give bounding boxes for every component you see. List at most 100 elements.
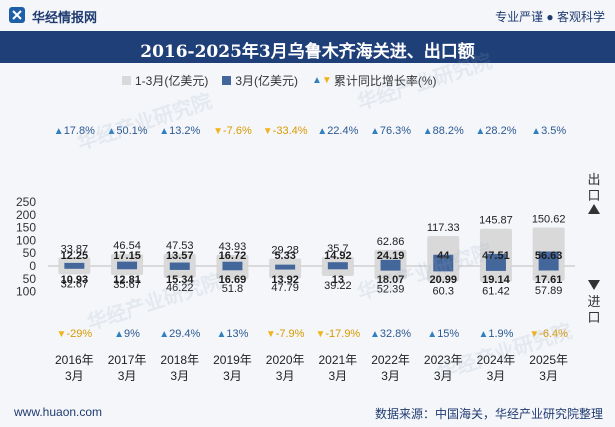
bar-import-march bbox=[538, 266, 559, 271]
export-growth-label: ▲88.2% bbox=[423, 125, 464, 137]
down-triangle-icon: ▼ bbox=[321, 75, 332, 86]
label-export-march: 14.92 bbox=[324, 250, 352, 262]
side-label-export-char: 出 bbox=[587, 172, 600, 187]
x-tick-label-month: 3月 bbox=[65, 369, 84, 383]
label-import-cumulative: 47.79 bbox=[271, 282, 299, 294]
x-tick-label-month: 3月 bbox=[118, 369, 137, 383]
side-label-import-char: 口 bbox=[587, 310, 600, 325]
y-tick-label: 150 bbox=[16, 221, 36, 235]
y-tick-label: 50 bbox=[23, 272, 37, 286]
label-import-march: 13.92 bbox=[271, 274, 299, 286]
chart-title: 2016-2025年3月乌鲁木齐海关进、出口额 bbox=[140, 42, 475, 62]
bar-export-march bbox=[433, 254, 454, 266]
down-triangle-icon: ▼ bbox=[266, 329, 276, 340]
label-export-cumulative: 46.54 bbox=[113, 240, 141, 252]
up-triangle-icon: ▲ bbox=[54, 126, 64, 137]
import-growth-value: 13% bbox=[226, 328, 248, 340]
side-label-import-char: 进 bbox=[587, 294, 600, 309]
data-source: 数据来源：中国海关，华经产业研究院整理 bbox=[374, 407, 603, 421]
bar-import-march bbox=[433, 266, 454, 272]
x-tick-label-year: 2020年 bbox=[266, 353, 305, 367]
label-export-cumulative: 35.7 bbox=[327, 243, 348, 255]
legend-item-march: 3月(亿美元) bbox=[222, 72, 298, 89]
import-growth-value: 32.8% bbox=[380, 328, 411, 340]
label-import-cumulative: 32.67 bbox=[61, 278, 89, 290]
import-growth-label: ▼-7.9% bbox=[266, 328, 305, 340]
up-triangle-icon: ▲ bbox=[370, 329, 380, 340]
label-import-cumulative: 46.22 bbox=[166, 282, 194, 294]
x-tick-label-month: 3月 bbox=[539, 369, 558, 383]
up-triangle-icon: ▲ bbox=[159, 329, 169, 340]
x-tick-label-year: 2022年 bbox=[371, 353, 410, 367]
title-bar bbox=[0, 31, 615, 63]
watermark-text: 华经产业研究院 bbox=[74, 89, 215, 155]
y-tick-label: 0 bbox=[29, 259, 36, 273]
down-triangle-icon: ▼ bbox=[263, 126, 273, 137]
label-import-cumulative: 51.8 bbox=[222, 283, 243, 295]
x-tick-label-year: 2019年 bbox=[213, 353, 252, 367]
label-import-march: 15.34 bbox=[166, 274, 194, 286]
import-growth-label: ▲15% bbox=[427, 328, 459, 340]
x-tick-label-year: 2024年 bbox=[477, 353, 516, 367]
x-tick-label-month: 3月 bbox=[434, 369, 453, 383]
label-import-cumulative: 39.22 bbox=[324, 280, 352, 292]
up-triangle-icon: ▲ bbox=[427, 329, 437, 340]
export-growth-value: 3.5% bbox=[541, 125, 566, 137]
x-tick-label-month: 3月 bbox=[223, 369, 242, 383]
legend-label-growth: 累计同比增长率(%) bbox=[333, 74, 437, 88]
x-tick-label-month: 3月 bbox=[276, 369, 295, 383]
huajing-logo-icon bbox=[9, 7, 25, 23]
down-triangle-icon: ▼ bbox=[529, 329, 539, 340]
legend-label-march: 3月(亿美元) bbox=[235, 74, 299, 88]
up-triangle-icon: ▲ bbox=[423, 126, 433, 137]
label-import-cumulative: 60.3 bbox=[433, 285, 454, 297]
export-growth-label: ▲13.2% bbox=[159, 125, 200, 137]
up-triangle-icon: ▲ bbox=[159, 126, 169, 137]
import-growth-label: ▲9% bbox=[114, 328, 140, 340]
label-export-march: 24.19 bbox=[377, 250, 405, 262]
label-export-march: 56.63 bbox=[535, 250, 563, 262]
label-import-cumulative: 61.42 bbox=[482, 286, 510, 298]
export-growth-label: ▲3.5% bbox=[531, 125, 566, 137]
bar-import-march bbox=[327, 266, 348, 270]
export-growth-label: ▲50.1% bbox=[106, 125, 147, 137]
import-growth-label: ▲1.9% bbox=[478, 328, 513, 340]
bar-export-march bbox=[380, 259, 401, 266]
export-growth-label: ▲17.8% bbox=[54, 125, 95, 137]
bar-export-march bbox=[275, 264, 296, 266]
import-growth-label: ▼-6.4% bbox=[529, 328, 568, 340]
import-growth-label: ▼-29% bbox=[57, 328, 93, 340]
label-export-march: 13.57 bbox=[166, 250, 194, 262]
label-export-march: 47.51 bbox=[482, 250, 510, 262]
up-triangle-icon: ▲ bbox=[106, 126, 116, 137]
x-tick-label-month: 3月 bbox=[381, 369, 400, 383]
export-growth-label: ▲22.4% bbox=[317, 125, 358, 137]
label-export-cumulative: 145.87 bbox=[479, 215, 513, 227]
label-import-march: 18.07 bbox=[377, 274, 405, 286]
label-import-cumulative: 35.67 bbox=[113, 279, 141, 291]
legend-swatch-gray bbox=[122, 76, 131, 85]
import-growth-value: -17.9% bbox=[325, 328, 360, 340]
y-tick-label: 100 bbox=[16, 233, 36, 247]
label-import-cumulative: 57.89 bbox=[535, 285, 563, 297]
export-growth-value: 17.8% bbox=[64, 125, 95, 137]
down-arrow-icon bbox=[588, 280, 600, 290]
bar-export-cumulative bbox=[269, 258, 302, 266]
import-growth-label: ▲13% bbox=[216, 328, 248, 340]
label-export-march: 44 bbox=[437, 250, 450, 262]
label-export-cumulative: 150.62 bbox=[532, 214, 566, 226]
watermark-text: 华经产业研究院 bbox=[354, 49, 495, 115]
export-growth-label: ▼-33.4% bbox=[263, 125, 308, 137]
up-triangle-icon: ▲ bbox=[531, 126, 541, 137]
export-growth-value: -7.6% bbox=[223, 125, 252, 137]
up-triangle-icon: ▲ bbox=[317, 126, 327, 137]
export-growth-label: ▲76.3% bbox=[370, 125, 411, 137]
bar-export-march bbox=[538, 251, 559, 266]
y-tick-label: 100 bbox=[16, 285, 36, 299]
bar-import-march bbox=[222, 266, 243, 271]
import-growth-label: ▲32.8% bbox=[370, 328, 411, 340]
legend-swatch-blue bbox=[222, 76, 232, 85]
side-label-export-char: 口 bbox=[587, 188, 600, 203]
label-import-march: 20.99 bbox=[429, 274, 457, 286]
x-tick-label-year: 2021年 bbox=[318, 353, 357, 367]
